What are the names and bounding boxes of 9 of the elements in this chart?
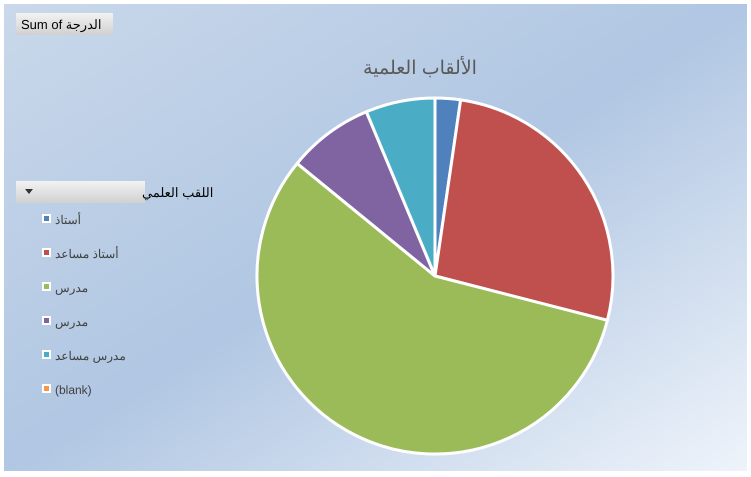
- text: Sum of الدرجة: [21, 17, 102, 33]
- chart-title: الألقاب العلمية: [363, 55, 477, 79]
- legend-title: اللقب العلمي: [142, 185, 214, 201]
- legend-label: أستاذ مساعد: [55, 246, 119, 261]
- legend-label: مدرس مساعد: [55, 349, 126, 363]
- legend-label: مدرس: [55, 315, 88, 329]
- legend-label: أستاذ: [55, 212, 82, 227]
- legend-label: (blank): [55, 383, 92, 397]
- legend-label: مدرس: [55, 281, 88, 295]
